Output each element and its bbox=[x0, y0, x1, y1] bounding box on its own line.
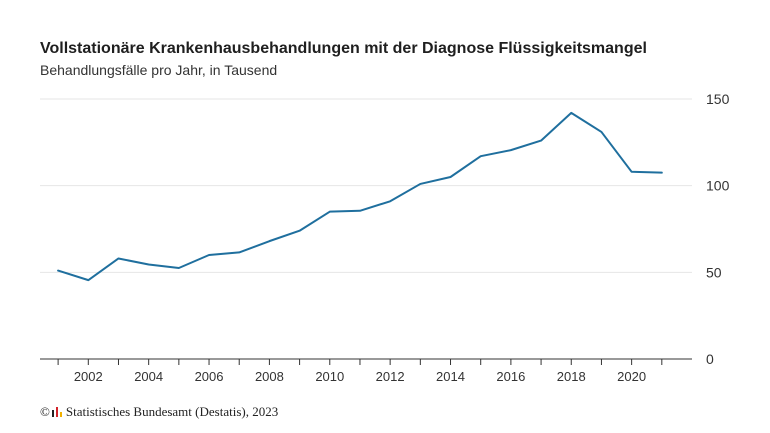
y-tick-label-100: 100 bbox=[706, 178, 730, 194]
data-point-2016 bbox=[510, 149, 512, 151]
x-tick-label-2018: 2018 bbox=[557, 369, 586, 384]
data-point-2003 bbox=[117, 257, 119, 259]
copyright-symbol: © bbox=[40, 404, 50, 419]
y-tick-label-150: 150 bbox=[706, 91, 730, 107]
source-credit: © Statistisches Bundesamt (Destatis), 20… bbox=[40, 404, 278, 420]
x-tick-label-2010: 2010 bbox=[315, 369, 344, 384]
source-text: Statistisches Bundesamt (Destatis), 2023 bbox=[65, 404, 279, 419]
data-point-2007 bbox=[238, 251, 240, 253]
y-tick-label-50: 50 bbox=[706, 264, 722, 280]
data-point-2001 bbox=[57, 270, 59, 272]
x-tick-label-2004: 2004 bbox=[134, 369, 163, 384]
data-point-2018 bbox=[570, 112, 572, 114]
data-point-2021 bbox=[661, 172, 663, 174]
destatis-logo-icon bbox=[51, 407, 62, 417]
x-tick-label-2012: 2012 bbox=[376, 369, 405, 384]
data-point-2014 bbox=[450, 176, 452, 178]
data-point-2010 bbox=[329, 211, 331, 213]
x-tick-label-2020: 2020 bbox=[617, 369, 646, 384]
data-point-2009 bbox=[299, 230, 301, 232]
data-point-2017 bbox=[540, 140, 542, 142]
chart-title: Vollstationäre Krankenhausbehandlungen m… bbox=[40, 40, 647, 57]
data-point-2004 bbox=[148, 264, 150, 266]
x-tick-label-2002: 2002 bbox=[74, 369, 103, 384]
data-point-2013 bbox=[419, 183, 421, 185]
data-point-2019 bbox=[600, 131, 602, 133]
chart-subtitle: Behandlungsfälle pro Jahr, in Tausend bbox=[40, 62, 278, 78]
data-point-2008 bbox=[268, 240, 270, 242]
data-point-2005 bbox=[178, 267, 180, 269]
data-point-2006 bbox=[208, 254, 210, 256]
x-tick-label-2014: 2014 bbox=[436, 369, 465, 384]
data-point-2015 bbox=[480, 155, 482, 157]
x-tick-label-2006: 2006 bbox=[195, 369, 224, 384]
data-point-2002 bbox=[87, 279, 89, 281]
data-point-2020 bbox=[631, 171, 633, 173]
x-tick-label-2008: 2008 bbox=[255, 369, 284, 384]
y-tick-label-0: 0 bbox=[706, 351, 714, 367]
series-line-0 bbox=[57, 111, 663, 282]
data-point-2012 bbox=[389, 200, 391, 202]
data-point-2011 bbox=[359, 210, 361, 212]
x-tick-label-2016: 2016 bbox=[496, 369, 525, 384]
